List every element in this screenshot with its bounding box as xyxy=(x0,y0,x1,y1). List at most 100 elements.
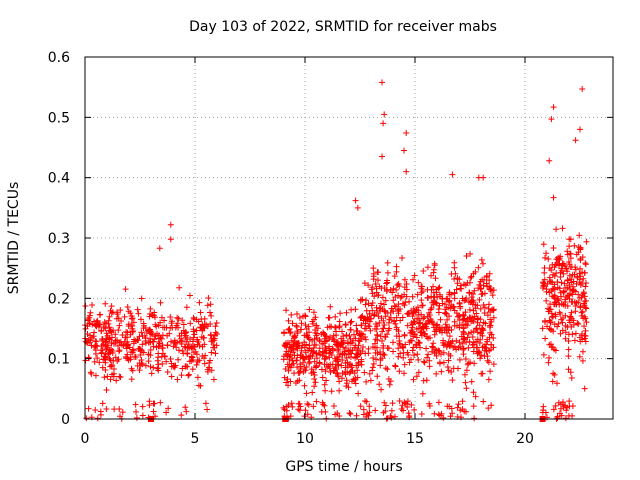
data-point xyxy=(581,269,588,276)
data-point xyxy=(576,270,583,277)
data-point xyxy=(174,376,181,383)
data-point xyxy=(406,359,413,366)
data-point xyxy=(377,333,384,340)
data-point xyxy=(546,157,553,164)
data-point xyxy=(409,293,416,300)
data-point xyxy=(293,322,300,329)
data-point xyxy=(466,338,473,345)
data-point xyxy=(137,316,144,323)
data-point xyxy=(418,297,425,304)
data-point xyxy=(543,288,550,295)
data-point xyxy=(106,334,113,341)
data-point xyxy=(461,371,468,378)
data-point xyxy=(290,335,297,342)
data-point xyxy=(382,365,389,372)
data-point xyxy=(449,171,456,178)
data-point xyxy=(393,263,400,270)
data-point xyxy=(311,375,318,382)
data-point xyxy=(139,412,146,419)
data-point xyxy=(369,307,376,314)
data-point xyxy=(293,323,300,330)
data-point xyxy=(195,338,202,345)
data-point xyxy=(323,364,330,371)
data-point xyxy=(549,293,556,300)
data-point xyxy=(297,361,304,368)
data-point xyxy=(382,308,389,315)
data-point xyxy=(184,350,191,357)
data-point xyxy=(487,322,494,329)
chart-title: Day 103 of 2022, SRMTID for receiver mab… xyxy=(189,19,497,35)
data-point xyxy=(322,387,329,394)
data-point xyxy=(294,364,301,371)
data-point xyxy=(187,320,194,327)
data-point xyxy=(138,295,145,302)
data-point xyxy=(361,315,368,322)
data-point xyxy=(562,322,569,329)
data-point xyxy=(188,353,195,360)
data-point xyxy=(405,410,412,417)
data-point xyxy=(566,272,573,279)
data-point xyxy=(446,297,453,304)
data-point xyxy=(367,327,374,334)
x-tick-label: 5 xyxy=(191,431,200,447)
data-point xyxy=(428,318,435,325)
data-point xyxy=(178,372,185,379)
data-point xyxy=(583,319,590,326)
data-point xyxy=(582,327,589,334)
data-point xyxy=(359,296,366,303)
data-point xyxy=(436,348,443,355)
data-point xyxy=(429,343,436,350)
data-point xyxy=(97,321,104,328)
data-point xyxy=(577,276,584,283)
data-point xyxy=(381,301,388,308)
data-point xyxy=(390,339,397,346)
data-point xyxy=(419,302,426,309)
data-point xyxy=(193,327,200,334)
data-point xyxy=(175,356,182,363)
data-point xyxy=(557,311,564,318)
data-point xyxy=(436,284,443,291)
data-point xyxy=(343,331,350,338)
data-point xyxy=(163,324,170,331)
data-point xyxy=(178,412,185,419)
data-point xyxy=(484,353,491,360)
data-point xyxy=(296,314,303,321)
data-point xyxy=(114,342,121,349)
data-point xyxy=(475,264,482,271)
data-point xyxy=(569,331,576,338)
data-point xyxy=(378,315,385,322)
data-point xyxy=(576,294,583,301)
data-point xyxy=(577,304,584,311)
data-point xyxy=(367,377,374,384)
data-point xyxy=(101,356,108,363)
data-point xyxy=(565,366,572,373)
data-point xyxy=(294,310,301,317)
data-point xyxy=(420,315,427,322)
data-point xyxy=(454,404,461,411)
data-point xyxy=(384,366,391,373)
data-point xyxy=(212,323,219,330)
data-point xyxy=(382,313,389,320)
data-point xyxy=(296,377,303,384)
data-point xyxy=(352,306,359,313)
data-point xyxy=(207,309,214,316)
data-point xyxy=(191,316,198,323)
data-point xyxy=(473,344,480,351)
data-point xyxy=(361,280,368,287)
data-point xyxy=(207,301,214,308)
data-point xyxy=(191,343,198,350)
data-point xyxy=(394,306,401,313)
data-point xyxy=(152,314,159,321)
data-point xyxy=(391,302,398,309)
data-point xyxy=(380,409,387,416)
data-point xyxy=(94,317,101,324)
data-point xyxy=(426,357,433,364)
data-point xyxy=(103,405,110,412)
data-point xyxy=(416,316,423,323)
data-point xyxy=(174,320,181,327)
data-point xyxy=(288,362,295,369)
data-point xyxy=(132,401,139,408)
data-point xyxy=(339,340,346,347)
data-point xyxy=(415,369,422,376)
